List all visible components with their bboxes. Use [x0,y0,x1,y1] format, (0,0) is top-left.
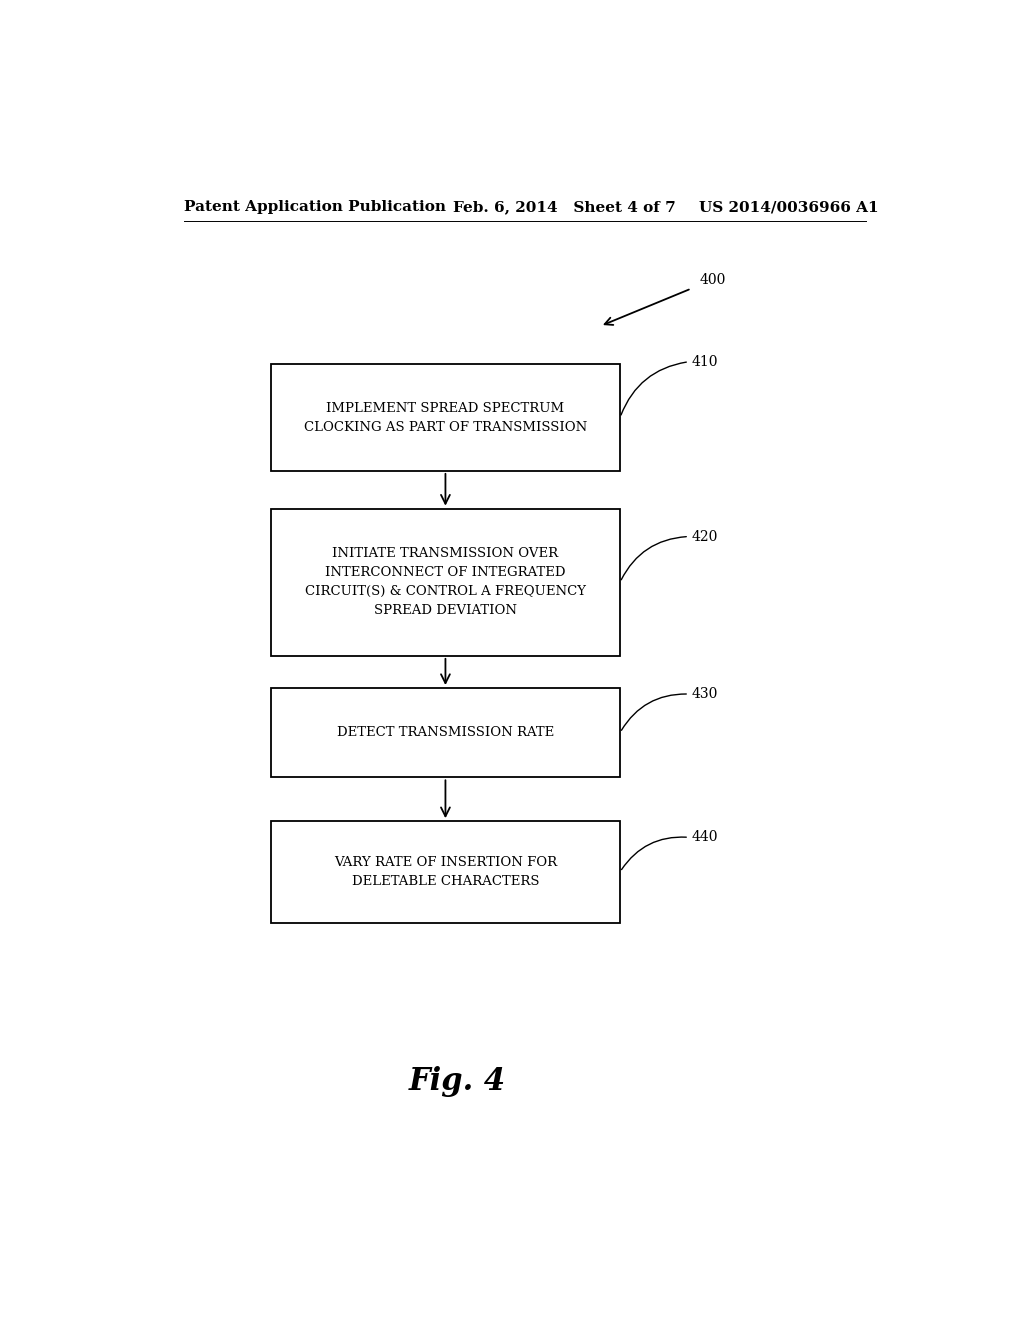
Text: DETECT TRANSMISSION RATE: DETECT TRANSMISSION RATE [337,726,554,739]
Text: INITIATE TRANSMISSION OVER
INTERCONNECT OF INTEGRATED
CIRCUIT(S) & CONTROL A FRE: INITIATE TRANSMISSION OVER INTERCONNECT … [305,548,586,618]
Bar [270,821,620,923]
Text: 410: 410 [691,355,718,368]
Bar [270,688,620,777]
Bar [270,508,620,656]
Text: 430: 430 [691,686,718,701]
Text: IMPLEMENT SPREAD SPECTRUM
CLOCKING AS PART OF TRANSMISSION: IMPLEMENT SPREAD SPECTRUM CLOCKING AS PA… [304,401,587,433]
Text: VARY RATE OF INSERTION FOR
DELETABLE CHARACTERS: VARY RATE OF INSERTION FOR DELETABLE CHA… [334,855,557,888]
Text: Fig. 4: Fig. 4 [409,1065,506,1097]
Text: 440: 440 [691,830,718,845]
Text: 400: 400 [699,273,726,288]
Text: Patent Application Publication: Patent Application Publication [183,201,445,214]
Text: 420: 420 [691,529,718,544]
Text: US 2014/0036966 A1: US 2014/0036966 A1 [699,201,879,214]
Bar [270,364,620,471]
Text: Feb. 6, 2014   Sheet 4 of 7: Feb. 6, 2014 Sheet 4 of 7 [454,201,676,214]
